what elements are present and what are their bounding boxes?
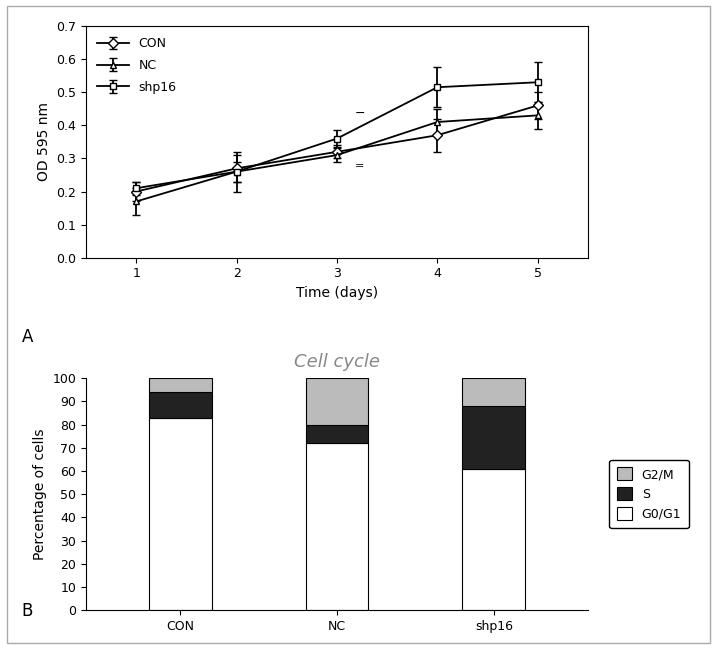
Y-axis label: OD 595 nm: OD 595 nm	[37, 103, 51, 181]
Bar	[305, 443, 369, 610]
Text: −: −	[355, 107, 366, 120]
Bar	[148, 418, 212, 610]
Bar	[462, 406, 526, 469]
Bar	[148, 378, 212, 392]
Bar	[148, 392, 212, 418]
Bar	[462, 378, 526, 406]
Bar	[462, 469, 526, 610]
X-axis label: Time (days): Time (days)	[296, 286, 378, 300]
Text: B: B	[22, 602, 33, 620]
Bar	[305, 378, 369, 424]
Bar	[305, 424, 369, 443]
Legend: CON, NC, shp16: CON, NC, shp16	[92, 32, 181, 99]
Y-axis label: Percentage of cells: Percentage of cells	[33, 428, 47, 560]
Title: Cell cycle: Cell cycle	[294, 353, 380, 371]
Legend: G2/M, S, G0/G1: G2/M, S, G0/G1	[609, 460, 689, 528]
Text: =: =	[355, 161, 364, 171]
Text: A: A	[22, 328, 33, 346]
